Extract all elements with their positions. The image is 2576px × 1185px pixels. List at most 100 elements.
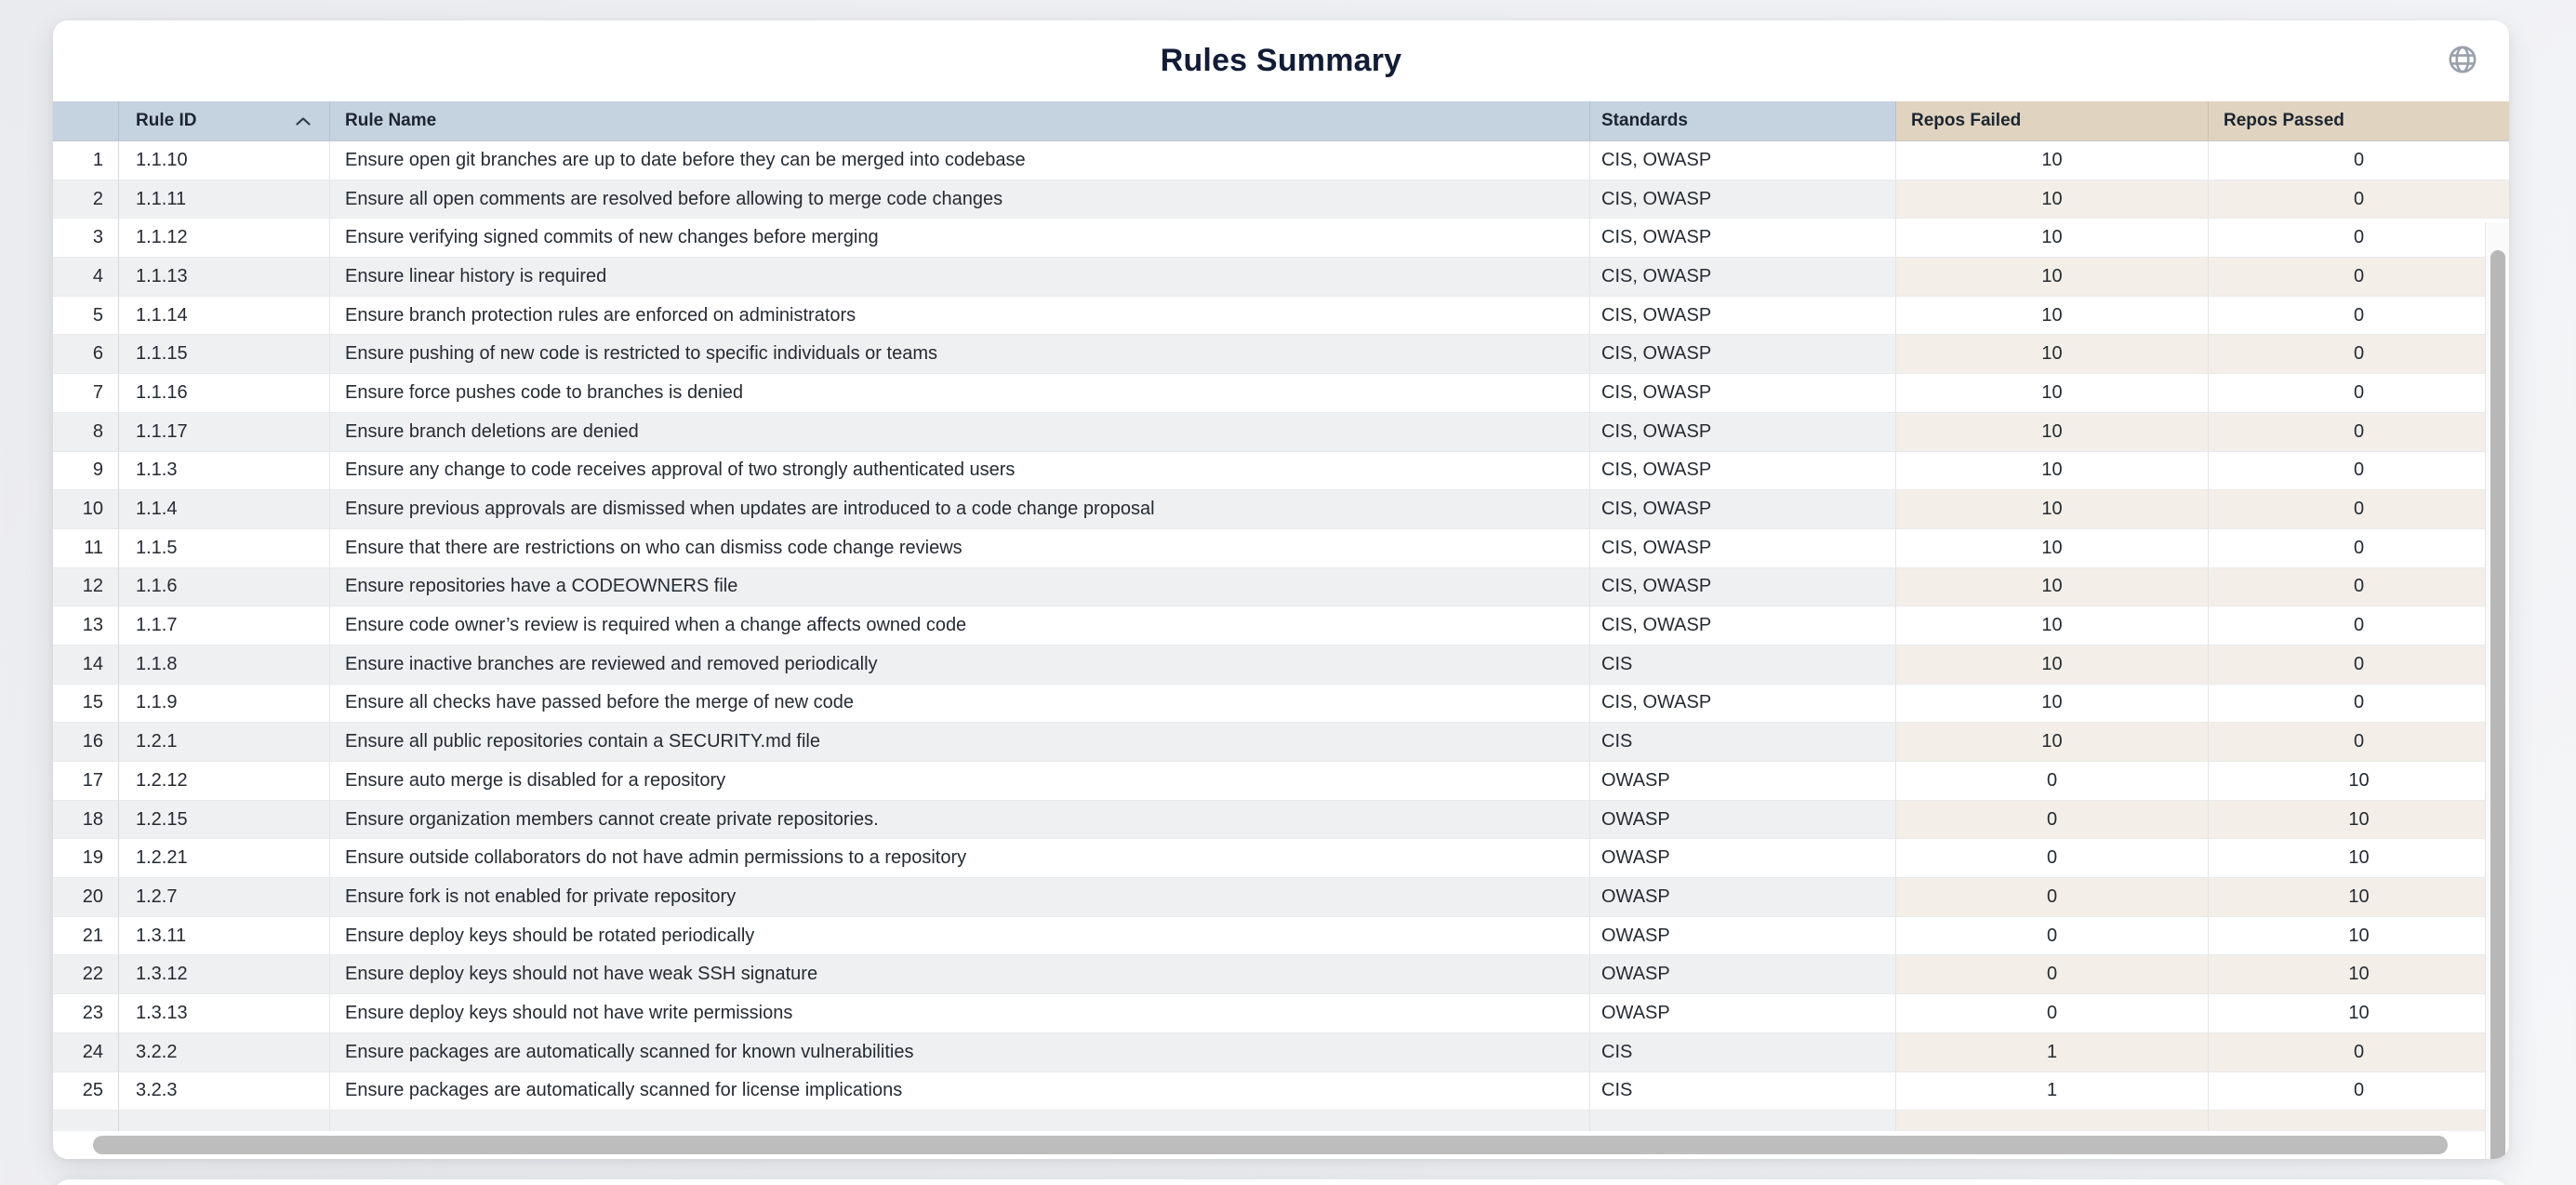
repos-failed-cell: 10 — [1896, 335, 2209, 375]
standards-cell: CIS — [1590, 1072, 1896, 1112]
horizontal-scrollbar-track[interactable] — [53, 1131, 2485, 1159]
row-number: 19 — [53, 839, 119, 879]
rules-summary-card: Rules Summary Rule ID Rule Name Standard… — [53, 20, 2509, 1159]
standards-cell: CIS, OWASP — [1590, 141, 1896, 180]
row-number: 17 — [53, 762, 119, 801]
standards-cell: OWASP — [1590, 878, 1896, 917]
standards-cell: OWASP — [1590, 955, 1896, 995]
row-number: 2 — [53, 180, 119, 220]
table-row[interactable]: 23 1.3.13 Ensure deploy keys should not … — [53, 994, 2509, 1033]
repos-failed-cell: 10 — [1896, 451, 2209, 491]
standards-cell: CIS, OWASP — [1590, 528, 1896, 568]
column-header-repos-failed[interactable]: Repos Failed — [1896, 101, 2209, 140]
table-row[interactable]: 12 1.1.6 Ensure repositories have a CODE… — [53, 567, 2509, 607]
table-row[interactable]: 7 1.1.16 Ensure force pushes code to bra… — [53, 374, 2509, 413]
table-row[interactable]: 21 1.3.11 Ensure deploy keys should be r… — [53, 916, 2509, 956]
standards-cell: CIS, OWASP — [1590, 684, 1896, 724]
vertical-scrollbar-track[interactable] — [2485, 222, 2509, 1159]
column-header-rule-id[interactable]: Rule ID — [119, 101, 330, 140]
row-number: 15 — [53, 684, 119, 724]
table-row[interactable]: 22 1.3.12 Ensure deploy keys should not … — [53, 955, 2509, 995]
standards-cell: CIS — [1590, 723, 1896, 762]
rule-name-cell: Ensure deploy keys should be rotated per… — [330, 916, 1590, 956]
column-header-standards[interactable]: Standards — [1590, 101, 1896, 140]
rule-name-cell: Ensure outside collaborators do not have… — [330, 839, 1590, 879]
table-row[interactable]: 10 1.1.4 Ensure previous approvals are d… — [53, 490, 2509, 529]
repos-failed-cell: 0 — [1896, 839, 2209, 879]
rule-id-cell: 1.1.8 — [119, 645, 330, 685]
standards-cell: OWASP — [1590, 994, 1896, 1033]
repos-passed-cell: 0 — [2209, 296, 2509, 336]
rule-name-cell: Ensure force pushes code to branches is … — [330, 374, 1590, 413]
row-number: 12 — [53, 567, 119, 607]
row-number: 4 — [53, 258, 119, 297]
table-row[interactable] — [53, 1111, 2509, 1131]
repos-failed-cell: 0 — [1896, 916, 2209, 956]
rule-id-cell: 1.2.15 — [119, 800, 330, 840]
standards-cell: OWASP — [1590, 762, 1896, 801]
table-row[interactable]: 6 1.1.15 Ensure pushing of new code is r… — [53, 335, 2509, 375]
table-row[interactable]: 19 1.2.21 Ensure outside collaborators d… — [53, 839, 2509, 879]
rule-name-cell: Ensure any change to code receives appro… — [330, 451, 1590, 491]
standards-cell: CIS, OWASP — [1590, 296, 1896, 336]
row-number: 3 — [53, 219, 119, 259]
repos-passed-cell: 10 — [2209, 839, 2509, 879]
repos-passed-cell: 10 — [2209, 878, 2509, 917]
table-row[interactable]: 11 1.1.5 Ensure that there are restricti… — [53, 528, 2509, 568]
repos-failed-cell — [1896, 1111, 2209, 1131]
standards-cell: CIS, OWASP — [1590, 258, 1896, 297]
table-row[interactable]: 16 1.2.1 Ensure all public repositories … — [53, 723, 2509, 762]
table-row[interactable]: 18 1.2.15 Ensure organization members ca… — [53, 800, 2509, 840]
repos-passed-cell: 0 — [2209, 528, 2509, 568]
repos-passed-cell: 0 — [2209, 606, 2509, 646]
table-row[interactable]: 5 1.1.14 Ensure branch protection rules … — [53, 296, 2509, 336]
repos-failed-cell: 10 — [1896, 490, 2209, 529]
table-row[interactable]: 9 1.1.3 Ensure any change to code receiv… — [53, 451, 2509, 491]
row-number: 21 — [53, 916, 119, 956]
column-header-repos-passed[interactable]: Repos Passed — [2209, 101, 2509, 140]
row-number: 5 — [53, 296, 119, 336]
rule-id-cell: 1.2.12 — [119, 762, 330, 801]
row-number: 6 — [53, 335, 119, 375]
globe-icon[interactable] — [2444, 41, 2481, 78]
rule-id-cell — [119, 1111, 330, 1131]
rule-name-cell: Ensure branch protection rules are enfor… — [330, 296, 1590, 336]
table-row[interactable]: 20 1.2.7 Ensure fork is not enabled for … — [53, 878, 2509, 917]
table-row[interactable]: 14 1.1.8 Ensure inactive branches are re… — [53, 645, 2509, 685]
table-row[interactable]: 24 3.2.2 Ensure packages are automatical… — [53, 1032, 2509, 1072]
repos-failed-cell: 10 — [1896, 180, 2209, 220]
rule-name-cell: Ensure deploy keys should not have write… — [330, 994, 1590, 1033]
repos-passed-cell: 0 — [2209, 684, 2509, 724]
rule-id-cell: 1.1.3 — [119, 451, 330, 491]
repos-failed-cell: 1 — [1896, 1032, 2209, 1072]
repos-failed-cell: 10 — [1896, 219, 2209, 259]
rule-id-cell: 1.3.12 — [119, 955, 330, 995]
standards-cell: OWASP — [1590, 916, 1896, 956]
horizontal-scrollbar-thumb[interactable] — [93, 1136, 2448, 1154]
rule-name-cell: Ensure open git branches are up to date … — [330, 141, 1590, 180]
rule-id-cell: 1.1.6 — [119, 567, 330, 607]
table-row[interactable]: 3 1.1.12 Ensure verifying signed commits… — [53, 219, 2509, 259]
repos-passed-cell: 10 — [2209, 800, 2509, 840]
table-row[interactable]: 8 1.1.17 Ensure branch deletions are den… — [53, 412, 2509, 452]
row-number: 20 — [53, 878, 119, 917]
row-number: 9 — [53, 451, 119, 491]
vertical-scrollbar-thumb[interactable] — [2490, 250, 2505, 1159]
table-row[interactable]: 13 1.1.7 Ensure code owner’s review is r… — [53, 606, 2509, 646]
table-row[interactable]: 1 1.1.10 Ensure open git branches are up… — [53, 141, 2509, 180]
table-row[interactable]: 17 1.2.12 Ensure auto merge is disabled … — [53, 762, 2509, 801]
rule-name-cell: Ensure all public repositories contain a… — [330, 723, 1590, 762]
table-row[interactable]: 25 3.2.3 Ensure packages are automatical… — [53, 1072, 2509, 1112]
rule-id-cell: 1.1.13 — [119, 258, 330, 297]
table-row[interactable]: 4 1.1.13 Ensure linear history is requir… — [53, 258, 2509, 297]
repos-passed-cell: 0 — [2209, 141, 2509, 180]
standards-cell: CIS, OWASP — [1590, 219, 1896, 259]
row-number: 22 — [53, 955, 119, 995]
row-number: 24 — [53, 1032, 119, 1072]
rule-id-cell: 1.3.11 — [119, 916, 330, 956]
table-row[interactable]: 15 1.1.9 Ensure all checks have passed b… — [53, 684, 2509, 724]
rule-name-cell: Ensure that there are restrictions on wh… — [330, 528, 1590, 568]
column-header-rule-name[interactable]: Rule Name — [330, 101, 1590, 140]
table-row[interactable]: 2 1.1.11 Ensure all open comments are re… — [53, 180, 2509, 220]
standards-cell: CIS, OWASP — [1590, 451, 1896, 491]
